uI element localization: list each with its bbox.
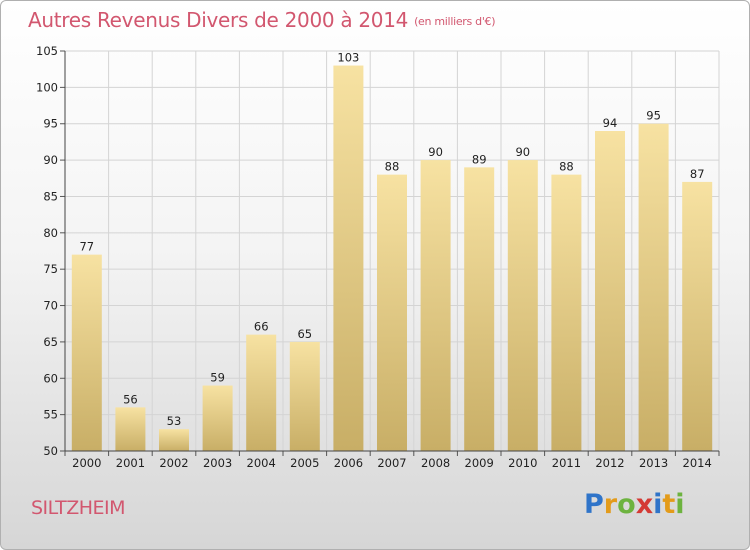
bar-2011 [551, 174, 582, 452]
bar-2010 [507, 160, 538, 451]
proxiti-logo: Proxiti [584, 489, 685, 520]
value-label-2014: 87 [690, 167, 705, 181]
value-label-2012: 94 [603, 116, 618, 130]
value-labels: 77 56 53 59 66 65 103 88 90 89 90 88 94 95 87 [79, 51, 704, 429]
x-tick-label-2003: 2003 [203, 456, 232, 470]
bar-2005 [289, 341, 320, 451]
y-tick-label: 50 [43, 444, 58, 458]
value-label-2004: 66 [254, 320, 269, 334]
y-tick-label: 105 [36, 44, 58, 58]
x-tick-label-2006: 2006 [334, 456, 363, 470]
y-tick-label: 85 [43, 189, 58, 203]
bar-2009 [464, 167, 495, 451]
x-tick-label-2005: 2005 [290, 456, 319, 470]
logo-letter: i [675, 489, 685, 520]
y-tick-label: 95 [43, 117, 58, 131]
y-tick-label: 65 [43, 335, 58, 349]
value-label-2011: 88 [559, 160, 574, 174]
logo-letter: o [617, 489, 636, 520]
value-label-2003: 59 [210, 371, 225, 385]
bar-2004 [246, 334, 277, 451]
y-tick-label: 55 [43, 408, 58, 422]
x-tick-label-2014: 2014 [683, 456, 712, 470]
value-label-2005: 65 [297, 327, 312, 341]
bars [71, 65, 713, 452]
y-tick-label: 90 [43, 153, 58, 167]
value-label-2001: 56 [123, 392, 138, 406]
bar-2014 [682, 181, 713, 451]
x-tick-label-2008: 2008 [421, 456, 450, 470]
x-tick-label-2012: 2012 [595, 456, 624, 470]
axes: 50 55 60 65 70 75 80 85 90 95 100 105 2000 2001 2002 20… [36, 44, 720, 470]
value-label-2002: 53 [167, 414, 182, 428]
value-label-2008: 90 [428, 145, 443, 159]
bar-2003 [202, 385, 233, 451]
value-label-2013: 95 [646, 109, 661, 123]
logo-letter: r [603, 489, 618, 520]
value-label-2006: 103 [337, 51, 359, 65]
logo-letter: x [635, 489, 654, 520]
chart-subtitle: (en milliers d'€) [414, 15, 496, 28]
bar-2012 [595, 131, 625, 451]
x-tick-label-2010: 2010 [508, 456, 537, 470]
x-tick-label-2011: 2011 [552, 456, 581, 470]
value-label-2009: 89 [472, 152, 487, 166]
chart-title-text: Autres Revenus Divers de 2000 à 2014 [28, 8, 409, 32]
value-label-2010: 90 [515, 145, 530, 159]
chart-title: Autres Revenus Divers de 2000 à 2014 (en … [28, 8, 496, 32]
x-tick-label-2004: 2004 [247, 456, 276, 470]
bar-2001 [115, 407, 146, 451]
y-tick-label: 100 [36, 80, 58, 94]
value-label-2000: 77 [79, 240, 94, 254]
y-tick-label: 80 [43, 226, 58, 240]
y-tick-label: 60 [43, 371, 58, 385]
bar-2002 [159, 429, 189, 451]
x-tick-label-2009: 2009 [465, 456, 494, 470]
x-tick-label-2002: 2002 [159, 456, 188, 470]
location-name: SILTZHEIM [31, 497, 126, 519]
bar-2000 [71, 254, 102, 451]
bar-2013 [638, 123, 669, 452]
x-tick-label-2013: 2013 [639, 456, 668, 470]
logo-letter: i [653, 489, 663, 520]
x-tick-label-2001: 2001 [116, 456, 145, 470]
logo-letter: P [584, 489, 604, 520]
y-tick-label: 70 [43, 299, 58, 313]
bar-2008 [420, 160, 451, 451]
bar-2007 [377, 174, 407, 452]
x-tick-label-2007: 2007 [377, 456, 406, 470]
bar-2006 [333, 65, 364, 451]
x-tick-label-2000: 2000 [72, 456, 101, 470]
y-tick-label: 75 [43, 262, 58, 276]
value-label-2007: 88 [385, 160, 400, 174]
logo-letter: t [662, 489, 676, 520]
